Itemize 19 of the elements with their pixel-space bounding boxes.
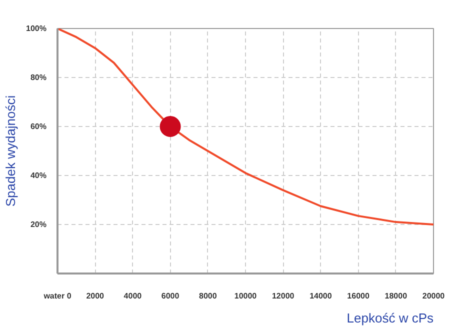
y-tick-label: 100% [26,24,47,33]
x-tick-label: 8000 [199,292,218,300]
y-axis-title: Spadek wydajności [3,95,18,207]
x-tick-label: 10000 [234,292,258,300]
x-tick-label: 14000 [310,292,332,300]
y-tick-label: 40% [30,171,47,180]
x-tick-label: water 0 [42,292,72,300]
x-tick-label: 4000 [124,292,142,300]
x-tick-label: 6000 [161,292,180,300]
x-tick-label: 16000 [347,292,370,300]
x-tick-label: 18000 [384,292,408,300]
y-tick-label: 20% [30,220,47,229]
x-tick-label: 2000 [86,292,105,300]
x-tick-label: 20000 [422,292,446,300]
y-tick-label: 60% [30,122,47,131]
x-tick-label: 12000 [272,292,295,300]
y-tick-label: 80% [30,73,47,82]
x-axis-title: Lepkość w cPs [346,310,434,326]
line-series [58,28,434,226]
